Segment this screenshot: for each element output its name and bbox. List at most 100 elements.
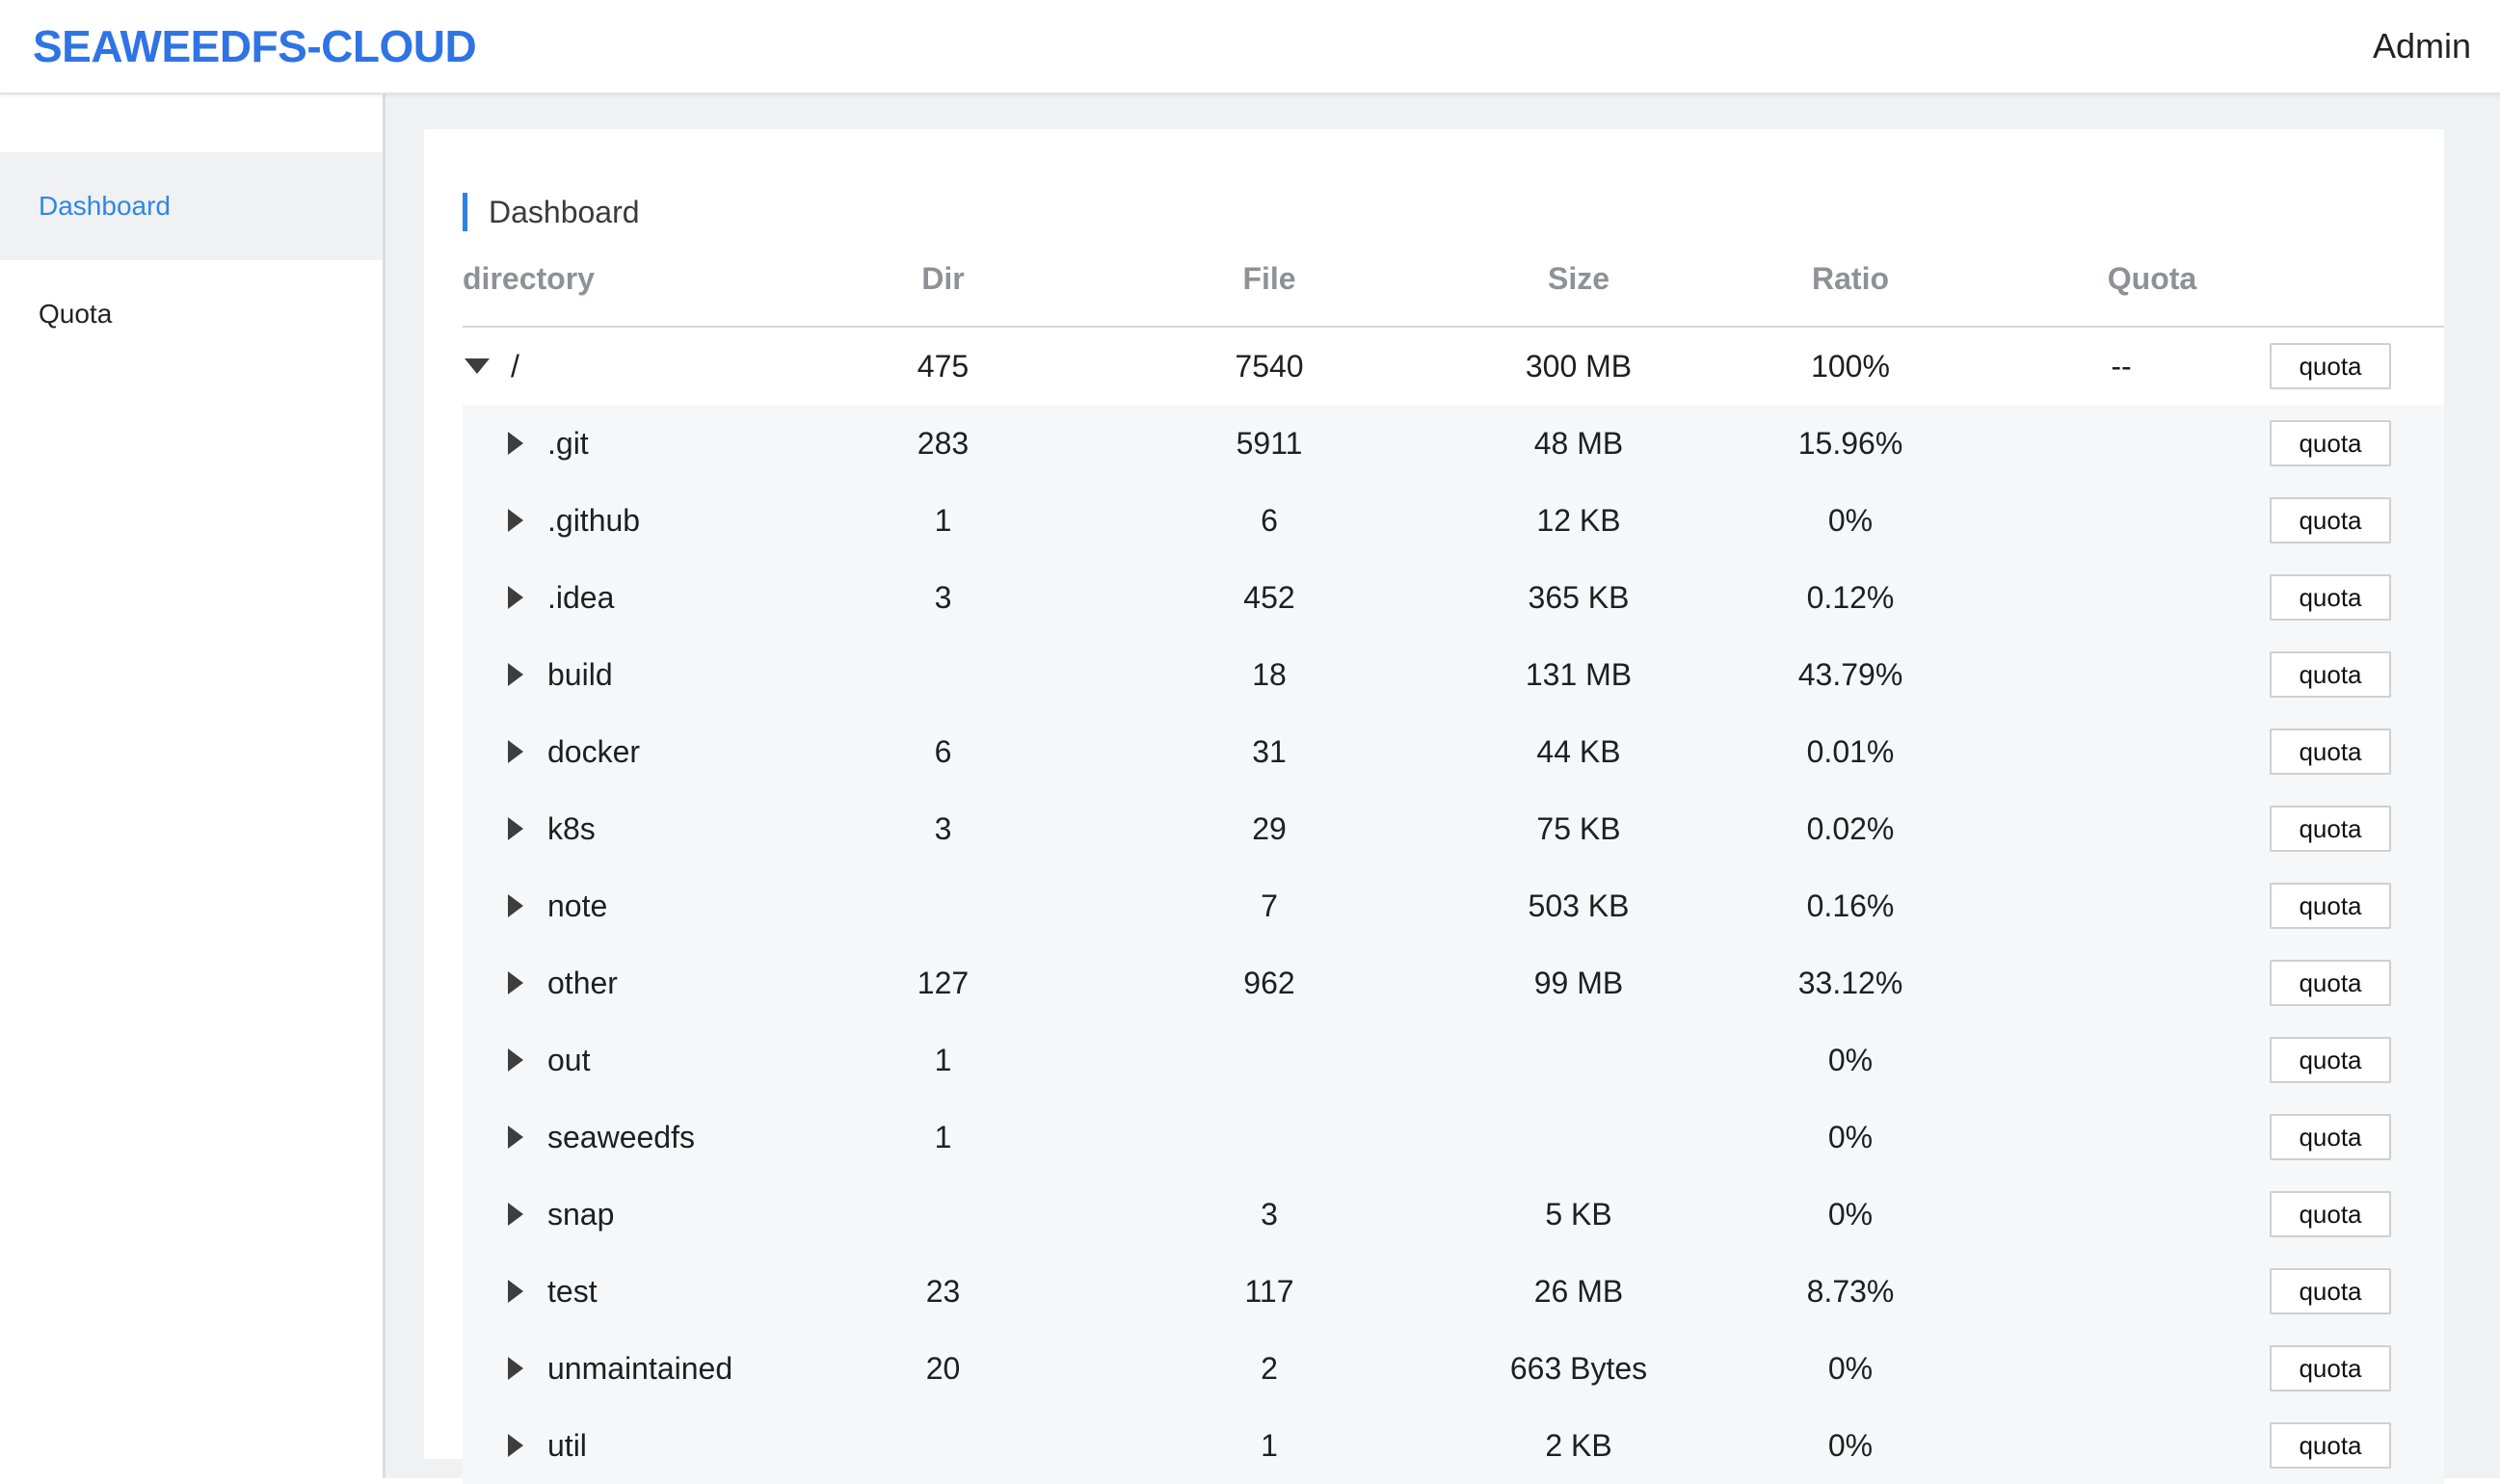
dir-name[interactable]: .idea bbox=[547, 580, 615, 615]
dir-size: 48 MB bbox=[1533, 426, 1624, 461]
file-count: 7540 bbox=[1235, 349, 1304, 384]
table-row: note 7 503 KB 0.16% quota bbox=[463, 867, 2444, 944]
file-count: 117 bbox=[1244, 1274, 1294, 1309]
dir-size: 99 MB bbox=[1533, 966, 1624, 1000]
quota-button[interactable]: quota bbox=[2270, 960, 2391, 1006]
table-row: docker 6 31 44 KB 0.01% quota bbox=[463, 713, 2444, 790]
dir-size: 12 KB bbox=[1536, 503, 1621, 538]
sidebar-item-quota[interactable]: Quota bbox=[39, 299, 113, 329]
dir-name[interactable]: note bbox=[547, 888, 608, 923]
quota-button[interactable]: quota bbox=[2270, 883, 2391, 929]
dir-name[interactable]: / bbox=[511, 349, 519, 384]
table-row: snap 3 5 KB 0% quota bbox=[463, 1176, 2444, 1253]
dir-quota bbox=[1998, 867, 2245, 944]
quota-button[interactable]: quota bbox=[2270, 497, 2391, 543]
dir-name[interactable]: build bbox=[547, 657, 613, 692]
caret-right-icon[interactable] bbox=[501, 867, 530, 944]
dir-name[interactable]: k8s bbox=[547, 811, 596, 846]
file-count: 29 bbox=[1252, 811, 1287, 846]
quota-button[interactable]: quota bbox=[2270, 1037, 2391, 1083]
caret-right-icon[interactable] bbox=[501, 1176, 530, 1253]
table-row: seaweedfs 1 0% quota bbox=[463, 1099, 2444, 1176]
dir-name[interactable]: test bbox=[547, 1274, 598, 1309]
dir-count: 1 bbox=[934, 1043, 952, 1077]
caret-right-icon[interactable] bbox=[501, 713, 530, 790]
quota-button[interactable]: quota bbox=[2270, 420, 2391, 466]
caret-right-icon[interactable] bbox=[501, 1021, 530, 1099]
quota-button[interactable]: quota bbox=[2270, 729, 2391, 775]
sidebar: Dashboard Quota bbox=[0, 94, 386, 1478]
dir-ratio: 0.12% bbox=[1806, 580, 1895, 615]
app-logo[interactable]: SEAWEEDFS-CLOUD bbox=[33, 21, 477, 71]
quota-button[interactable]: quota bbox=[2270, 343, 2391, 389]
main-content: Dashboard directory Dir File Size Ratio … bbox=[386, 94, 2500, 1484]
dir-name[interactable]: .github bbox=[547, 503, 641, 538]
dir-size: 2 KB bbox=[1545, 1428, 1612, 1463]
dir-ratio: 0.02% bbox=[1806, 811, 1895, 846]
dir-count: 23 bbox=[925, 1274, 961, 1309]
quota-button[interactable]: quota bbox=[2270, 1191, 2391, 1237]
caret-down-icon[interactable] bbox=[463, 328, 492, 405]
dir-count bbox=[848, 867, 1038, 944]
dir-quota bbox=[1998, 1176, 2245, 1253]
caret-right-icon[interactable] bbox=[501, 636, 530, 713]
dir-count: 3 bbox=[934, 580, 952, 615]
dir-ratio: 0% bbox=[1827, 1197, 1874, 1232]
sidebar-item-dashboard[interactable]: Dashboard bbox=[0, 152, 383, 260]
quota-button[interactable]: quota bbox=[2270, 651, 2391, 698]
file-count: 452 bbox=[1243, 580, 1295, 615]
caret-right-icon[interactable] bbox=[501, 559, 530, 636]
dir-ratio: 0% bbox=[1827, 1043, 1874, 1077]
dir-name[interactable]: out bbox=[547, 1043, 591, 1077]
dir-count: 1 bbox=[934, 503, 952, 538]
caret-right-icon[interactable] bbox=[501, 944, 530, 1021]
caret-right-icon[interactable] bbox=[501, 1253, 530, 1330]
dir-size: 300 MB bbox=[1525, 349, 1633, 384]
header-dir: Dir bbox=[921, 261, 965, 296]
quota-button[interactable]: quota bbox=[2270, 1114, 2391, 1160]
dir-quota bbox=[1998, 482, 2245, 559]
table-header: directory Dir File Size Ratio Quota bbox=[463, 249, 2444, 328]
directory-table: directory Dir File Size Ratio Quota / 47… bbox=[463, 249, 2444, 1484]
dir-ratio: 100% bbox=[1811, 349, 1890, 384]
dir-count bbox=[848, 1407, 1038, 1484]
dir-name[interactable]: snap bbox=[547, 1197, 615, 1232]
dir-ratio: 33.12% bbox=[1797, 966, 1903, 1000]
dir-size: 663 Bytes bbox=[1509, 1351, 1648, 1386]
quota-button[interactable]: quota bbox=[2270, 1345, 2391, 1391]
dir-name[interactable]: other bbox=[547, 966, 618, 1000]
quota-button[interactable]: quota bbox=[2270, 1268, 2391, 1314]
dir-name[interactable]: .git bbox=[547, 426, 589, 461]
dir-name[interactable]: seaweedfs bbox=[547, 1120, 695, 1154]
user-menu[interactable]: Admin bbox=[2372, 26, 2471, 66]
caret-right-icon[interactable] bbox=[501, 405, 530, 482]
dir-name[interactable]: util bbox=[547, 1428, 587, 1463]
dir-size: 26 MB bbox=[1533, 1274, 1624, 1309]
caret-right-icon[interactable] bbox=[501, 482, 530, 559]
file-count: 2 bbox=[1261, 1351, 1278, 1386]
dir-quota bbox=[1998, 1021, 2245, 1099]
dir-count bbox=[848, 636, 1038, 713]
quota-button[interactable]: quota bbox=[2270, 1422, 2391, 1469]
dir-size: 365 KB bbox=[1528, 580, 1630, 615]
file-count bbox=[1096, 1021, 1443, 1099]
dir-size: 503 KB bbox=[1528, 888, 1630, 923]
dir-name[interactable]: unmaintained bbox=[547, 1351, 733, 1386]
dir-count: 20 bbox=[925, 1351, 961, 1386]
dir-count: 1 bbox=[934, 1120, 952, 1154]
caret-right-icon[interactable] bbox=[501, 1099, 530, 1176]
file-count: 962 bbox=[1243, 966, 1295, 1000]
dir-ratio: 0% bbox=[1827, 1428, 1874, 1463]
header-file: File bbox=[1242, 261, 1296, 296]
dir-quota: -- bbox=[2111, 349, 2132, 384]
dir-ratio: 8.73% bbox=[1806, 1274, 1895, 1309]
header-directory: directory bbox=[463, 261, 595, 296]
caret-right-icon[interactable] bbox=[501, 790, 530, 867]
caret-right-icon[interactable] bbox=[501, 1330, 530, 1407]
quota-button[interactable]: quota bbox=[2270, 806, 2391, 852]
dir-quota bbox=[1998, 405, 2245, 482]
quota-button[interactable]: quota bbox=[2270, 574, 2391, 621]
caret-right-icon[interactable] bbox=[501, 1407, 530, 1484]
table-row: k8s 3 29 75 KB 0.02% quota bbox=[463, 790, 2444, 867]
dir-name[interactable]: docker bbox=[547, 734, 641, 769]
